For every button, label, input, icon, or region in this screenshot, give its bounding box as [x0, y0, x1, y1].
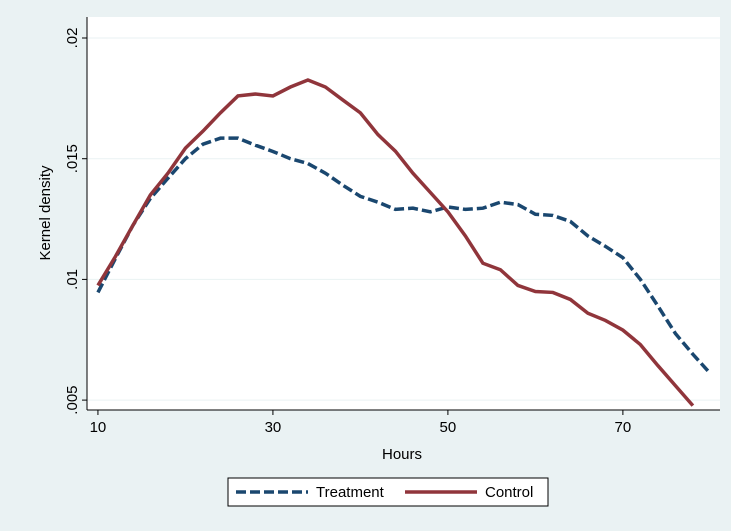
x-tick-label: 50: [440, 419, 457, 436]
legend-label: Treatment: [316, 484, 385, 501]
x-axis-title: Hours: [382, 446, 422, 463]
x-tick-label: 10: [90, 419, 107, 436]
x-tick-label: 30: [265, 419, 282, 436]
y-tick-label: .015: [64, 144, 81, 173]
series-line: [96, 136, 712, 375]
series-line: [96, 78, 695, 407]
y-axis-title: Kernel density: [37, 165, 54, 261]
legend-label: Control: [485, 484, 533, 501]
y-tick-label: .02: [64, 28, 81, 49]
y-tick-label: .005: [64, 386, 81, 415]
plot-area: [87, 17, 720, 410]
y-tick-label: .01: [64, 269, 81, 290]
x-tick-label: 70: [615, 419, 632, 436]
